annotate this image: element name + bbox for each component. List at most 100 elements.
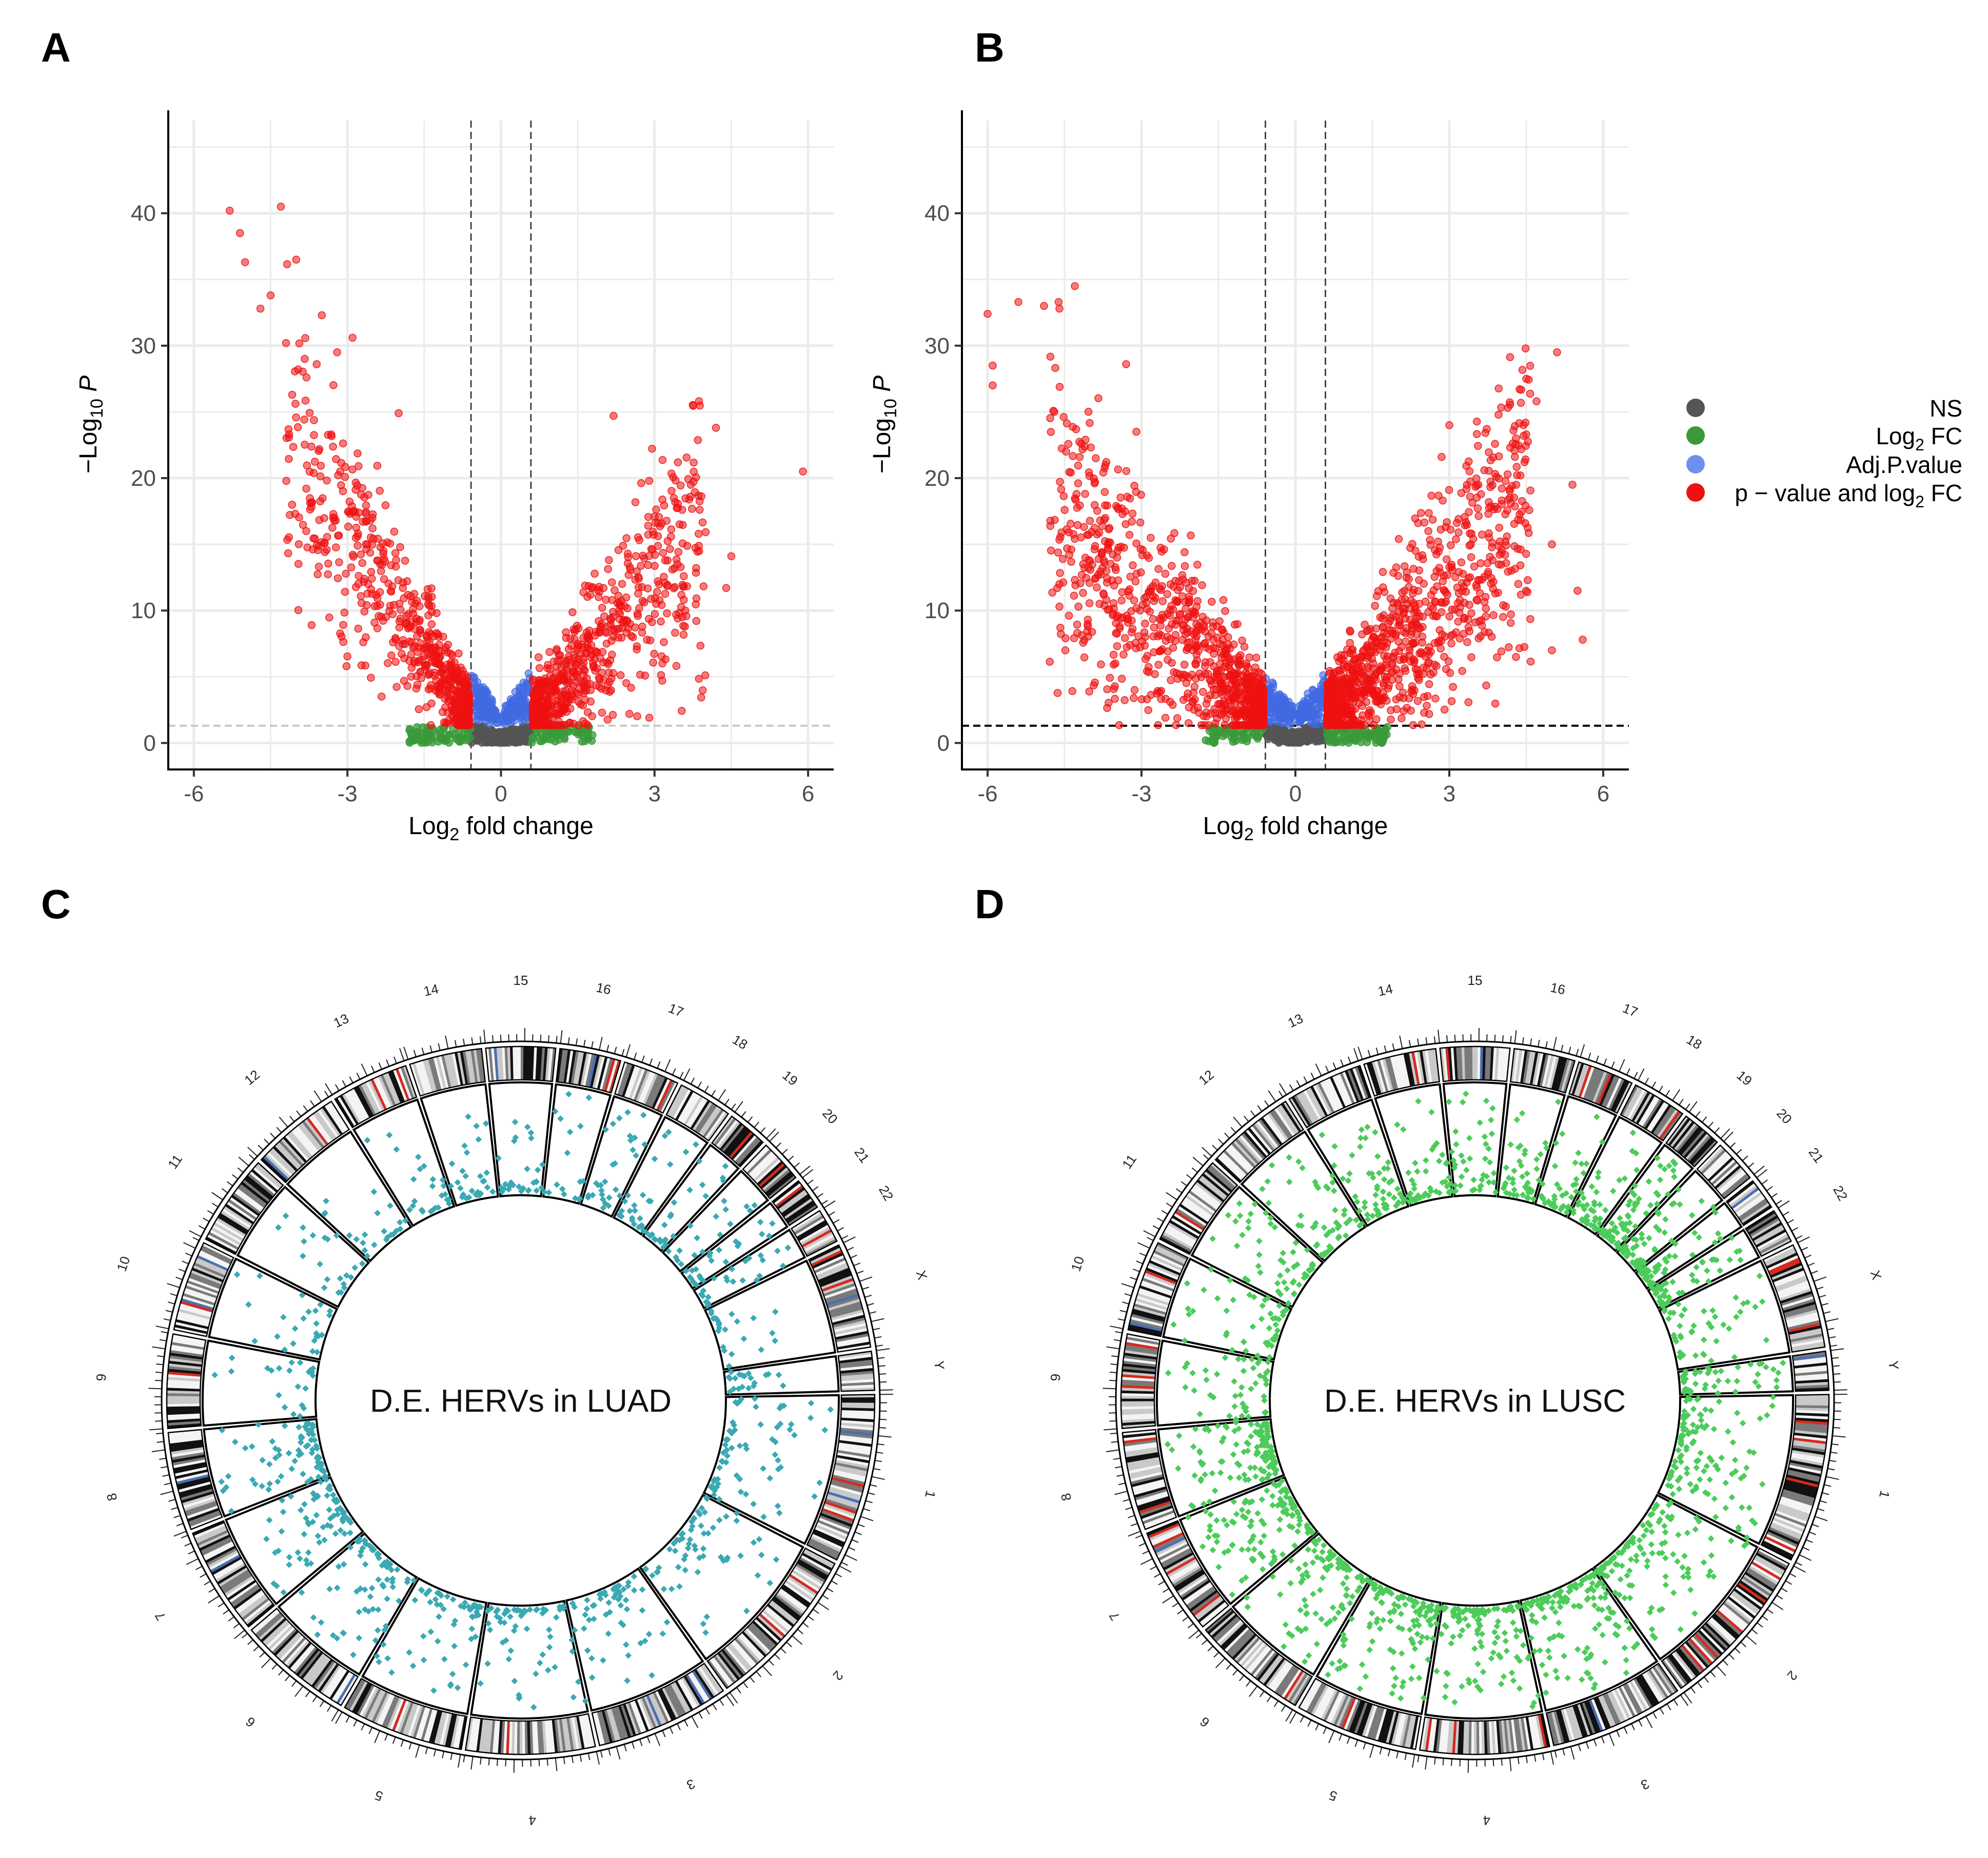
both-point [385, 607, 393, 615]
both-point [1427, 491, 1436, 500]
both-point [1131, 639, 1140, 647]
both-point [1410, 658, 1418, 667]
both-point [1104, 540, 1112, 548]
both-point [1328, 679, 1336, 688]
adjp-point [515, 690, 523, 699]
y-tick-label: 0 [144, 730, 156, 756]
both-point [1080, 523, 1088, 531]
both-point [1512, 463, 1521, 471]
both-point [556, 651, 564, 660]
both-point [1532, 397, 1541, 406]
both-point [391, 549, 400, 557]
y-tick-label: 10 [924, 598, 950, 623]
both-point [1102, 458, 1111, 466]
both-point [1415, 612, 1424, 621]
both-point [1156, 544, 1165, 552]
both-point [1233, 721, 1242, 729]
scale-tick [877, 1443, 884, 1446]
both-point [1373, 592, 1381, 600]
x-axis-title-tail: fold change [459, 813, 594, 840]
both-point [1465, 508, 1473, 516]
both-point [562, 628, 570, 637]
both-point [374, 557, 382, 565]
both-point [574, 624, 583, 632]
both-point [1120, 696, 1129, 704]
both-point [1054, 298, 1063, 306]
both-point [1216, 660, 1225, 668]
both-point [359, 518, 367, 526]
both-point [1073, 620, 1081, 629]
both-point [364, 490, 372, 499]
both-point [424, 592, 432, 601]
both-point [1197, 721, 1206, 729]
both-point [1136, 518, 1145, 527]
both-point [1518, 507, 1526, 516]
log2fc-point [455, 736, 464, 744]
both-point [1467, 553, 1475, 561]
both-point [616, 615, 624, 624]
both-point [284, 425, 293, 433]
both-point [622, 534, 631, 542]
ns-point [1271, 736, 1279, 744]
log2fc-point [538, 730, 546, 739]
both-point [1445, 612, 1453, 621]
x-tick-label: 6 [802, 781, 814, 806]
both-point [1054, 548, 1062, 557]
both-point [1429, 668, 1438, 677]
both-point [643, 584, 652, 592]
scale-tick [662, 1730, 666, 1737]
both-point [627, 631, 636, 640]
both-point [1154, 721, 1163, 729]
both-point [1392, 695, 1401, 704]
both-point [615, 598, 624, 607]
both-point [682, 453, 691, 462]
both-point [1518, 366, 1527, 374]
both-point [320, 514, 328, 522]
both-point [354, 624, 362, 633]
both-point [1400, 707, 1408, 715]
both-point [670, 494, 678, 502]
both-point [1154, 661, 1163, 669]
both-point [418, 656, 426, 664]
scale-tick [497, 1758, 498, 1766]
both-point [645, 615, 653, 623]
both-point [294, 560, 303, 568]
both-point [1516, 471, 1525, 480]
both-point [1106, 674, 1114, 682]
both-point [1346, 639, 1354, 647]
both-point [373, 462, 382, 470]
log2fc-point [527, 738, 536, 747]
both-point [1526, 615, 1534, 623]
both-point [1121, 507, 1129, 516]
both-point [302, 527, 310, 536]
both-point [333, 348, 341, 357]
both-point [654, 577, 662, 586]
both-point [615, 624, 623, 633]
both-point [415, 617, 424, 626]
both-point [663, 556, 672, 565]
both-point [1548, 540, 1556, 548]
both-point [1178, 636, 1187, 644]
both-point [1474, 634, 1483, 643]
adjp-point [1303, 700, 1311, 708]
both-point [1193, 703, 1202, 712]
both-point [1085, 468, 1093, 477]
both-point [692, 617, 701, 625]
both-point [335, 558, 343, 566]
log2fc-point [1365, 730, 1373, 739]
chrom-label: 2 [830, 1668, 847, 1684]
both-point [407, 650, 416, 659]
both-point [1401, 664, 1409, 673]
both-point [1086, 517, 1094, 525]
both-point [347, 563, 356, 571]
both-point [1057, 630, 1065, 638]
x-tick-label: 6 [1597, 781, 1609, 806]
both-point [1099, 468, 1108, 477]
both-point [1092, 454, 1100, 463]
both-point [1438, 453, 1446, 461]
both-point [301, 441, 309, 449]
scale-tick [841, 1561, 848, 1566]
scale-tick [463, 1755, 465, 1763]
log2fc-point [1345, 733, 1353, 741]
y-axis-title-sub: 10 [87, 399, 107, 418]
